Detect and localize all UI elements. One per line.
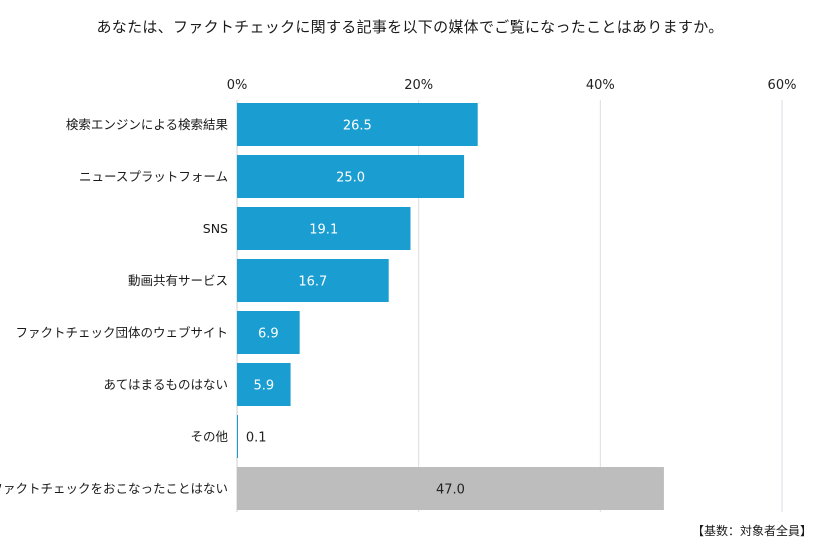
category-label: 動画共有サービス [128,273,228,288]
bar [237,363,291,406]
data-label: 19.1 [309,223,338,238]
category-label: その他 [190,429,228,444]
data-label: 26.5 [343,119,372,134]
category-label: ニュースプラットフォーム [79,169,228,184]
data-label: 47.0 [436,483,465,498]
x-tick-label: 40% [586,78,615,93]
category-label: 検索エンジンによる検索結果 [66,117,229,132]
bar [237,415,238,458]
category-label: ファクトチェックをおこなったことはない [0,481,228,496]
x-tick-label: 0% [227,78,248,93]
data-label: 25.0 [336,171,365,186]
bar [237,259,389,302]
bar [237,311,300,354]
bar [237,103,478,146]
data-label: 16.7 [298,275,327,290]
bar [237,467,664,510]
base-note: 【基数：対象者全員】 [691,524,812,538]
data-label: 5.9 [253,379,274,394]
bar [237,155,465,198]
data-label: 6.9 [258,327,279,342]
category-label: あてはまるものはない [103,377,228,392]
x-tick-label: 20% [404,78,433,93]
x-tick-label: 60% [768,78,797,93]
category-label: ファクトチェック団体のウェブサイト [15,325,228,340]
chart-title: あなたは、ファクトチェックに関する記事を以下の媒体でご覧になったことはありますか… [96,18,724,36]
data-label: 0.1 [246,431,267,446]
category-label: SNS [203,221,228,236]
bar [237,207,411,250]
